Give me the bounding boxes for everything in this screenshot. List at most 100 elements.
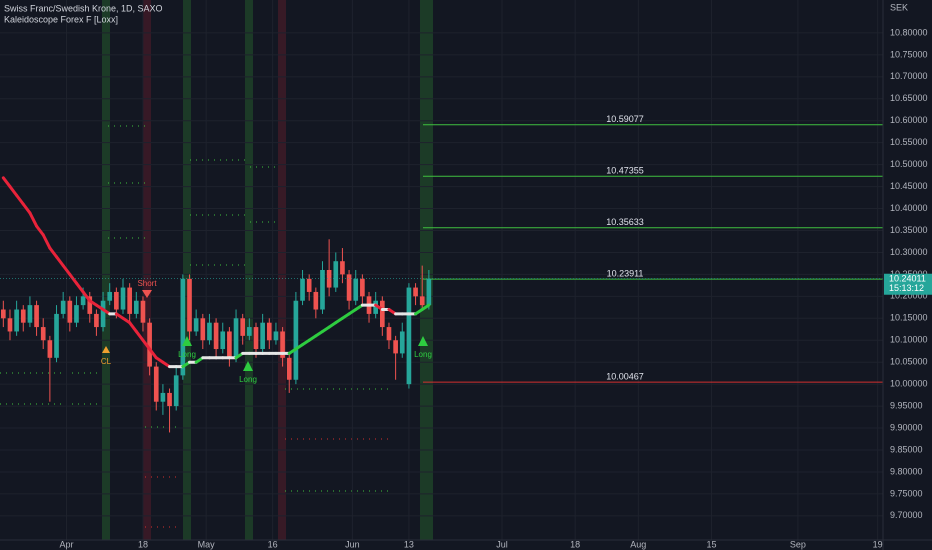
candle-body — [273, 331, 279, 341]
candle-body — [27, 305, 33, 323]
candle-body — [313, 291, 319, 310]
candle-body — [80, 296, 86, 306]
y-tick-label: 10.45000 — [890, 181, 928, 191]
candle-body — [373, 300, 379, 314]
candle-body — [406, 287, 412, 385]
candle-body — [266, 322, 272, 341]
signal-label: Long — [414, 350, 432, 359]
candle-body — [346, 274, 352, 301]
candle-body — [326, 270, 332, 288]
long-arrow — [243, 361, 253, 371]
candle-body — [153, 366, 159, 402]
candle-body — [193, 318, 199, 332]
candle-body — [280, 331, 285, 358]
x-tick-label: 18 — [570, 539, 580, 549]
candle-body — [333, 261, 339, 288]
signal-label: Long — [178, 350, 196, 359]
candle-body — [426, 278, 432, 306]
y-tick-label: 10.75000 — [890, 49, 928, 59]
price-tag-countdown: 15:13:12 — [889, 283, 924, 293]
x-tick-label: Sep — [790, 539, 806, 549]
y-tick-label: 10.00000 — [890, 379, 928, 389]
signals: Short CL Long Long Long — [101, 279, 432, 384]
long-band — [245, 0, 253, 540]
candle-body — [107, 291, 113, 301]
y-tick-label: 9.95000 — [890, 400, 923, 410]
candle-body — [34, 305, 39, 328]
price-tag-value: 10.24011 — [889, 274, 926, 284]
ma-segment — [41, 233, 52, 250]
short-arrow — [142, 290, 152, 298]
x-tick-label: Jul — [496, 539, 508, 549]
candle-body — [207, 322, 212, 341]
short-band — [278, 0, 286, 540]
ma-segment — [81, 290, 92, 303]
x-tick-label: Aug — [630, 539, 646, 549]
candle-body — [0, 309, 6, 319]
candle-body — [353, 278, 359, 301]
signal-bands — [102, 0, 433, 540]
ma-segment — [1, 176, 12, 189]
ma-segment — [134, 329, 145, 342]
price-tag — [884, 273, 932, 295]
signal-label: Short — [137, 279, 157, 288]
candle-body — [187, 278, 192, 332]
candle-body — [127, 287, 132, 314]
candle-body — [379, 300, 385, 328]
plot: 10.59077 10.47355 10.35633 10.23911 10.00467 — [0, 0, 883, 540]
candle-body — [140, 300, 146, 323]
y-tick-label: 10.15000 — [890, 313, 928, 323]
close-arrow — [102, 346, 110, 353]
candle-body — [54, 313, 59, 358]
candle-body — [360, 278, 365, 297]
ma-segment — [21, 202, 32, 215]
ma-segment — [141, 338, 152, 351]
ma-segment — [35, 224, 45, 237]
y-tick-label: 10.65000 — [890, 93, 928, 103]
y-tick-label: 10.60000 — [890, 115, 928, 125]
signal-label: Long — [239, 375, 257, 384]
target-dots — [0, 125, 390, 528]
candle-body — [167, 392, 172, 407]
x-tick-label: Apr — [59, 539, 73, 549]
y-tick-label: 9.90000 — [890, 422, 923, 432]
candle-body — [320, 270, 325, 310]
level-label: 10.47355 — [606, 166, 644, 176]
ma-segment — [28, 211, 39, 228]
y-tick-label: 10.80000 — [890, 27, 928, 37]
candle-body — [40, 327, 46, 341]
y-tick-label: 10.70000 — [890, 71, 928, 81]
long-arrow — [418, 336, 428, 346]
candle-body — [393, 340, 398, 354]
y-tick-label: 10.05000 — [890, 357, 928, 367]
candle-body — [413, 287, 418, 297]
candle-body — [94, 313, 99, 328]
ma-segment — [48, 246, 59, 259]
y-tick-label: 9.75000 — [890, 488, 923, 498]
candle-body — [227, 331, 232, 358]
candle-body — [100, 300, 106, 328]
candle-body — [67, 300, 73, 323]
candle-body — [253, 327, 259, 350]
ma-segment — [148, 347, 158, 360]
y-tick-label: 9.80000 — [890, 466, 923, 476]
ma-segment — [68, 272, 78, 285]
y-tick-label: 10.55000 — [890, 137, 928, 147]
candle-body — [133, 300, 139, 314]
x-tick-label: May — [198, 539, 216, 549]
indicator-name: Kaleidoscope Forex F [Loxx] — [4, 14, 118, 24]
long-band — [183, 0, 191, 540]
level-label: 10.59077 — [606, 114, 644, 124]
candle-body — [386, 327, 392, 341]
ma-segment — [55, 255, 65, 268]
level-label: 10.23911 — [607, 269, 644, 279]
candle-body — [20, 309, 26, 323]
candle-body — [399, 331, 405, 354]
ma-segment — [420, 303, 431, 312]
y-tick-label: 9.85000 — [890, 444, 923, 454]
candle-body — [233, 318, 239, 358]
ma-segment — [128, 321, 138, 333]
ma-segment — [8, 185, 19, 197]
